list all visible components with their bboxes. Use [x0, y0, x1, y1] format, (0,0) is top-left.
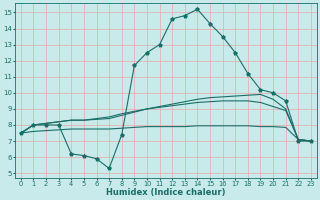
X-axis label: Humidex (Indice chaleur): Humidex (Indice chaleur) [106, 188, 226, 197]
